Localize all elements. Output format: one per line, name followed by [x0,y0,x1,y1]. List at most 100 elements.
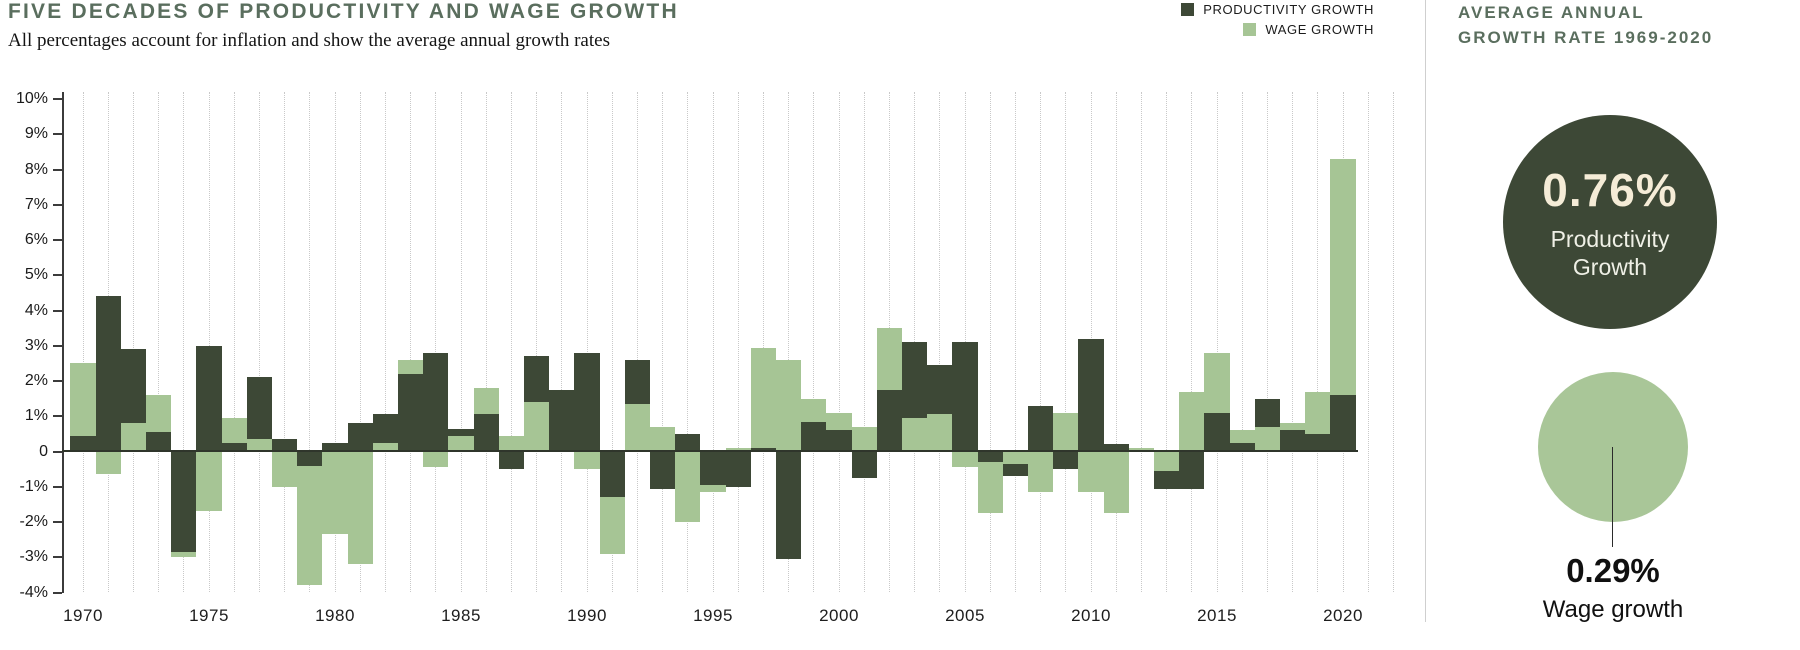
bar-1993-wage [650,426,676,452]
gridline-1988 [536,92,538,592]
gridline-2000 [838,92,840,592]
bar-2013-wage [1154,451,1180,471]
y-tick-mark [53,344,62,347]
gridline-1999 [813,92,815,592]
x-tick-label-2020: 2020 [1323,606,1363,625]
gridline-1996 [737,92,739,592]
gridline-1991 [611,92,613,592]
gridline-1995 [712,92,714,592]
y-tick-mark [53,133,62,136]
gridline-1992 [636,92,638,592]
gridline-2019 [1317,92,1319,592]
bar-1994-wage [675,451,701,522]
bar-1996-productivity [725,451,751,487]
bar-1977-wage [246,439,272,452]
bar-2005-wage [952,451,978,468]
productivity-average-value: 0.76% [1542,164,1678,216]
gridline-2021 [1367,92,1369,592]
bar-2001-wage [851,426,877,452]
bar-2018-productivity [1280,430,1306,452]
bar-1970-productivity [70,435,96,452]
x-tick-label-2000: 2000 [819,606,859,625]
x-tick-label-2005: 2005 [945,606,985,625]
bar-2014-wage [1179,391,1205,452]
gridline-2008 [1040,92,1042,592]
gridline-2004 [939,92,941,592]
bar-1990-productivity [574,352,600,452]
bar-2001-productivity [851,451,877,478]
bar-1991-productivity [599,451,625,498]
bar-1979-wage [297,451,323,586]
y-tick-label: -3% [19,548,48,566]
bar-1988-wage [524,402,550,452]
gridline-1980 [334,92,336,592]
wage-average-label: Wage growth [1542,596,1684,623]
gridline-1981 [359,92,361,592]
bar-2020-productivity [1330,395,1356,452]
y-tick-mark [53,591,62,594]
gridline-1984 [435,92,437,592]
gridline-1973 [158,92,160,592]
y-tick-mark [53,485,62,488]
y-tick-label: 1% [24,407,48,425]
gridline-2007 [1014,92,1016,592]
y-tick-label: 2% [24,372,48,389]
gridline-1983 [410,92,412,592]
y-tick-mark [53,556,62,559]
bar-2010-productivity [1078,338,1104,452]
bar-1984-wage [423,451,449,468]
y-tick-label: 3% [24,336,48,354]
x-tick-label-1985: 1985 [441,606,481,625]
side-panel-heading: AVERAGE ANNUAL GROWTH RATE 1969-2020 [1458,0,1713,50]
gridline-2018 [1292,92,1294,592]
y-tick-label: 5% [24,266,48,284]
gridline-2005 [964,92,966,592]
bar-2006-productivity [977,451,1003,463]
gridline-2017 [1266,92,1268,592]
gridline-1997 [762,92,764,592]
bar-2010-wage [1078,451,1104,493]
legend-item-wage: WAGE GROWTH [1243,22,1374,37]
bar-1980-wage [322,451,348,535]
gridline-1994 [687,92,689,592]
gridline-1978 [284,92,286,592]
bar-1997-wage [750,347,776,452]
gridline-1990 [586,92,588,592]
bar-2017-wage [1254,426,1280,452]
bar-2002-productivity [876,389,902,452]
productivity-average-circle: 0.76% Productivity Growth [1503,115,1717,329]
wage-average-value: 0.29% [1566,552,1660,589]
gridline-1972 [132,92,134,592]
wage-callout-line [1612,447,1613,547]
y-tick-mark [53,239,62,241]
bar-1984-productivity [423,352,449,452]
side-panel-heading-line2: GROWTH RATE 1969-2020 [1458,28,1714,47]
bar-1973-productivity [146,432,172,452]
panel-divider [1425,0,1426,622]
gridline-2011 [1115,92,1117,592]
y-tick-mark [53,168,62,171]
bar-2008-wage [1028,451,1054,493]
bar-1974-productivity [171,451,197,552]
gridline-1987 [510,92,512,592]
gridline-1976 [233,92,235,592]
legend-label: WAGE GROWTH [1265,22,1374,37]
y-tick-label: -2% [19,513,48,530]
bar-2019-productivity [1305,433,1331,452]
bar-1982-wage [372,442,398,452]
y-tick-label: 8% [24,160,48,178]
page-title: FIVE DECADES OF PRODUCTIVITY AND WAGE GR… [8,0,679,23]
bar-1972-wage [120,423,146,452]
y-tick-mark [53,415,62,418]
y-tick-label: 4% [24,301,48,319]
gridline-1974 [183,92,185,592]
bar-1985-wage [448,435,474,452]
bar-1979-productivity [297,451,323,466]
y-tick-label: 0 [39,442,48,460]
bar-1987-productivity [498,451,524,470]
gridline-2013 [1166,92,1168,592]
bar-1989-productivity [549,389,575,452]
bar-1992-wage [624,403,650,452]
gridline-1993 [662,92,664,592]
